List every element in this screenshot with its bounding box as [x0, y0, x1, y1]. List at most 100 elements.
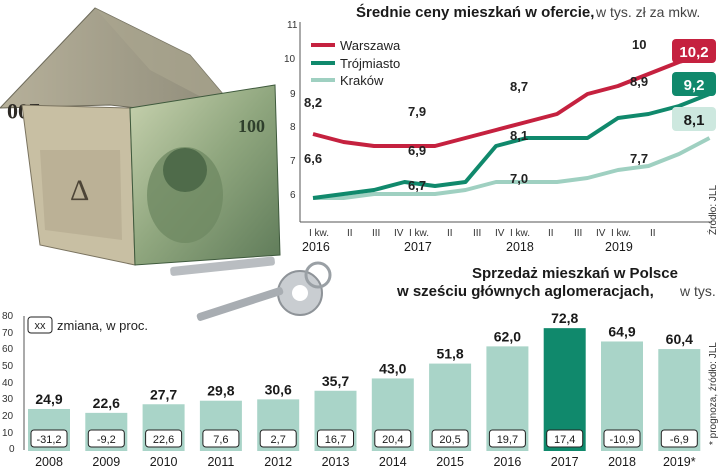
x-category-label: 2008 — [35, 455, 63, 468]
point-label-krakow: 7,0 — [510, 171, 528, 186]
x-year: 2017 — [404, 240, 432, 254]
x-category-label: 2009 — [92, 455, 120, 468]
legend-trojmiasto: Trójmiasto — [340, 56, 400, 71]
y-tick: 40 — [2, 378, 14, 389]
bar-value-label: 72,8 — [551, 310, 578, 326]
x-category-label: 2012 — [264, 455, 292, 468]
x-tick: III — [473, 228, 481, 239]
change-box — [488, 429, 526, 448]
change-label: 22,6 — [153, 434, 174, 446]
change-label: -10,9 — [609, 434, 634, 446]
end-badge-value: 8,1 — [684, 112, 705, 129]
change-box — [145, 429, 183, 448]
y-tick: 20 — [2, 411, 14, 422]
x-year: 2016 — [302, 240, 330, 254]
bar-footnote: * prognoza, źródło: JLL — [708, 342, 719, 445]
change-label: -6,9 — [670, 434, 689, 446]
bar-value-label: 35,7 — [322, 373, 349, 389]
y-tick: 70 — [2, 328, 14, 339]
legend-krakow: Kraków — [340, 73, 384, 88]
legend-warszawa: Warszawa — [340, 38, 401, 53]
point-label-krakow: 6,7 — [408, 178, 426, 193]
bar-chart-title-line1: Sprzedaż mieszkań w Polsce — [472, 265, 678, 282]
bar-value-label: 43,0 — [379, 360, 406, 376]
change-label: -31,2 — [36, 434, 61, 446]
bar-chart-unit: w tys. — [679, 283, 716, 299]
point-label-warszawa: 7,9 — [408, 104, 426, 119]
money-house-illustration: 200 Δ 100 — [0, 7, 332, 321]
point-label-warszawa: 8,2 — [304, 95, 322, 110]
point-label-warszawa: 10 — [632, 37, 646, 52]
x-tick: III — [574, 228, 582, 239]
x-tick: III — [372, 228, 380, 239]
x-tick: II — [447, 228, 453, 239]
bar-value-label: 30,6 — [265, 381, 292, 397]
x-category-label: 2014 — [379, 455, 407, 468]
change-box — [374, 429, 412, 448]
y-tick: 11 — [287, 20, 298, 31]
end-badge-trojmiasto: 9,2 — [672, 72, 716, 96]
x-category-label: 2019* — [663, 455, 696, 468]
series-line-trojmiasto — [312, 92, 711, 200]
x-quarter-labels: I kw. II III IV I kw. II III IV I kw. II… — [309, 228, 656, 239]
point-label-warszawa: 8,7 — [510, 79, 528, 94]
y-tick: 0 — [9, 444, 15, 455]
y-tick: 8 — [290, 122, 296, 133]
line-y-axis: 11 10 9 8 7 6 — [284, 20, 301, 222]
bars-group: 24,9 -31,2 2008 22,6 -9,2 2009 27,7 22,6 2010 29,… — [28, 310, 701, 468]
bar-value-label: 27,7 — [150, 386, 177, 402]
y-tick: 7 — [290, 156, 296, 167]
point-label-trojmiasto: 6,9 — [408, 143, 426, 158]
end-badge-krakow: 8,1 — [672, 107, 716, 131]
change-label: 2,7 — [271, 434, 286, 446]
x-tick: IV — [394, 228, 404, 239]
y-tick: 60 — [2, 344, 14, 355]
svg-text:100: 100 — [238, 116, 265, 136]
x-tick: II — [548, 228, 554, 239]
x-tick: IV — [495, 228, 505, 239]
change-label: 20,4 — [382, 434, 403, 446]
svg-text:Δ: Δ — [70, 174, 89, 207]
series-line-warszawa — [312, 52, 711, 148]
x-year-labels: 2016 2017 2018 2019 — [302, 240, 633, 254]
end-badge-warszawa: 10,2 — [672, 39, 716, 63]
y-tick: 10 — [2, 428, 14, 439]
bar-legend: xx zmiana, w proc. — [27, 316, 148, 334]
change-label: -9,2 — [97, 434, 116, 446]
series-line-krakow — [313, 136, 711, 200]
bar-value-label: 60,4 — [666, 331, 693, 347]
y-tick: 6 — [290, 190, 296, 201]
change-label: 7,6 — [213, 434, 228, 446]
change-box — [431, 429, 469, 448]
bar-value-label: 29,8 — [207, 383, 234, 399]
end-badge-value: 9,2 — [684, 77, 705, 94]
y-tick: 10 — [284, 54, 296, 65]
change-label: 19,7 — [497, 434, 518, 446]
change-label: 20,5 — [439, 434, 460, 446]
point-label-trojmiasto: 8,9 — [630, 74, 648, 89]
x-year: 2018 — [506, 240, 534, 254]
bar-value-label: 62,0 — [494, 328, 521, 344]
change-box — [202, 429, 240, 448]
x-tick: I kw. — [611, 228, 631, 239]
end-badge-value: 10,2 — [679, 44, 708, 61]
change-label: 16,7 — [325, 434, 346, 446]
y-tick: 30 — [2, 394, 14, 405]
y-tick: 80 — [2, 311, 14, 322]
x-year: 2019 — [605, 240, 633, 254]
change-box — [317, 429, 354, 448]
bar-value-label: 24,9 — [35, 391, 62, 407]
x-tick: I kw. — [309, 228, 329, 239]
bar-y-axis: 0 10 20 30 40 50 60 70 80 — [2, 311, 25, 455]
x-category-label: 2016 — [493, 455, 521, 468]
point-label-trojmiasto: 6,6 — [304, 151, 322, 166]
x-category-label: 2015 — [436, 455, 464, 468]
change-box — [87, 429, 125, 448]
x-category-label: 2018 — [608, 455, 636, 468]
x-category-label: 2013 — [322, 455, 350, 468]
keys-illustration — [170, 256, 332, 321]
bar-chart-title-line2: w sześciu głównych aglomeracjach, — [396, 283, 654, 300]
line-chart-title: Średnie ceny mieszkań w ofercie, — [356, 3, 594, 21]
line-source: Źródło: JLL — [706, 185, 719, 235]
change-box — [546, 429, 584, 448]
